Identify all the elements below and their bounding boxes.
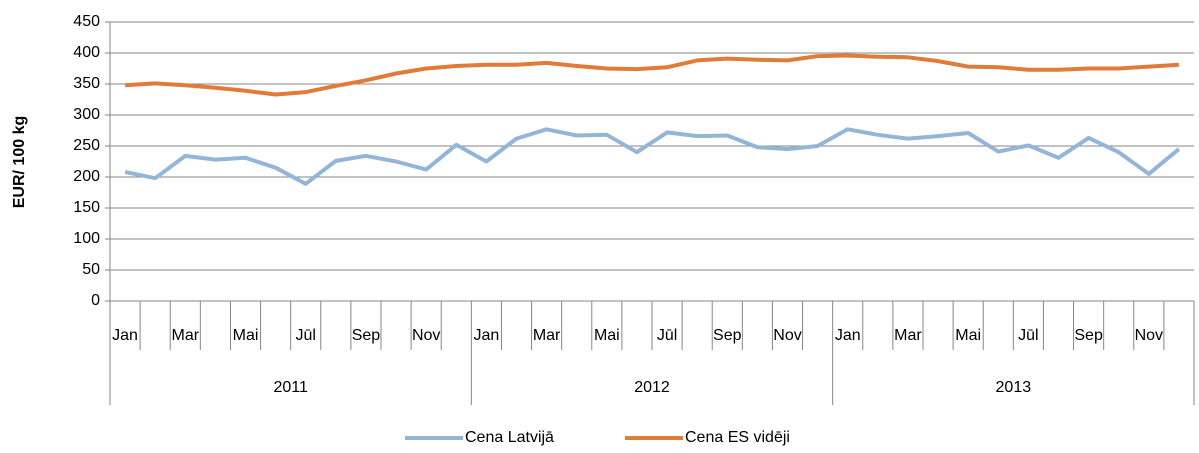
year-label: 2013: [996, 379, 1032, 396]
x-tick-label: Mar: [171, 327, 199, 344]
legend-label: Cena ES vidēji: [685, 429, 790, 446]
x-tick-label: Mar: [533, 327, 561, 344]
legend-label: Cena Latvijā: [465, 429, 554, 446]
x-tick-label: Mai: [594, 327, 620, 344]
y-tick-label: 100: [73, 230, 100, 247]
y-tick-label: 250: [73, 137, 100, 154]
y-tick-label: 200: [73, 168, 100, 185]
x-tick-label: Jūl: [657, 327, 677, 344]
x-tick-label: Nov: [773, 327, 801, 344]
year-label: 2012: [634, 379, 670, 396]
x-tick-label: Jan: [473, 327, 499, 344]
x-tick-label: Nov: [412, 327, 440, 344]
line-series: [124, 53, 1180, 97]
line-series: [124, 127, 1181, 186]
y-tick-label: 300: [73, 106, 100, 123]
x-tick-label: Nov: [1135, 327, 1163, 344]
x-tick-label: Sep: [352, 327, 381, 344]
y-tick-label: 50: [82, 261, 100, 278]
year-label: 2011: [273, 379, 308, 396]
y-axis-label: EUR/ 100 kg: [11, 116, 28, 208]
y-tick-label: 350: [73, 75, 100, 92]
x-tick-label: Sep: [1074, 327, 1103, 344]
x-tick-label: Mai: [233, 327, 259, 344]
x-tick-label: Sep: [713, 327, 742, 344]
y-tick-label: 0: [91, 292, 100, 309]
x-tick-label: Mar: [894, 327, 922, 344]
y-tick-label: 450: [73, 13, 100, 30]
x-tick-label: Jūl: [295, 327, 315, 344]
x-tick-label: Jūl: [1018, 327, 1038, 344]
x-tick-label: Jan: [835, 327, 861, 344]
y-tick-label: 150: [73, 199, 100, 216]
y-tick-label: 400: [73, 44, 100, 61]
x-tick-label: Jan: [112, 327, 138, 344]
x-tick-label: Mai: [955, 327, 981, 344]
